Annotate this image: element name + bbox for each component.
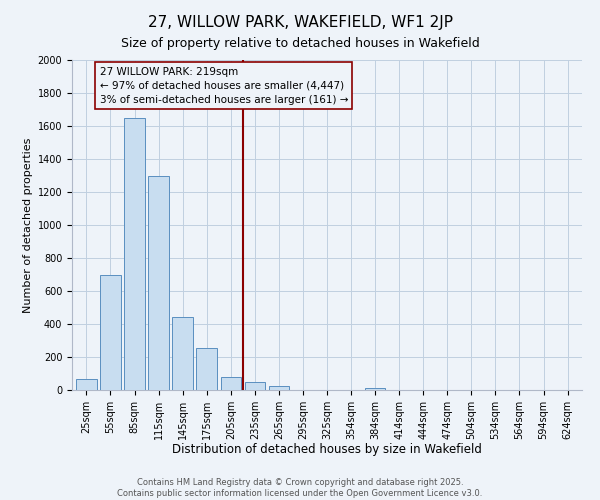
Bar <box>221 377 241 390</box>
Bar <box>76 380 97 390</box>
Bar <box>196 348 217 390</box>
Text: 27 WILLOW PARK: 219sqm
← 97% of detached houses are smaller (4,447)
3% of semi-d: 27 WILLOW PARK: 219sqm ← 97% of detached… <box>100 66 348 104</box>
Text: Contains HM Land Registry data © Crown copyright and database right 2025.
Contai: Contains HM Land Registry data © Crown c… <box>118 478 482 498</box>
Bar <box>365 388 385 390</box>
X-axis label: Distribution of detached houses by size in Wakefield: Distribution of detached houses by size … <box>172 444 482 456</box>
Bar <box>269 386 289 390</box>
Text: 27, WILLOW PARK, WAKEFIELD, WF1 2JP: 27, WILLOW PARK, WAKEFIELD, WF1 2JP <box>148 15 452 30</box>
Bar <box>124 118 145 390</box>
Bar <box>148 176 169 390</box>
Bar <box>245 382 265 390</box>
Bar <box>172 318 193 390</box>
Text: Size of property relative to detached houses in Wakefield: Size of property relative to detached ho… <box>121 38 479 51</box>
Bar <box>100 274 121 390</box>
Y-axis label: Number of detached properties: Number of detached properties <box>23 138 34 312</box>
